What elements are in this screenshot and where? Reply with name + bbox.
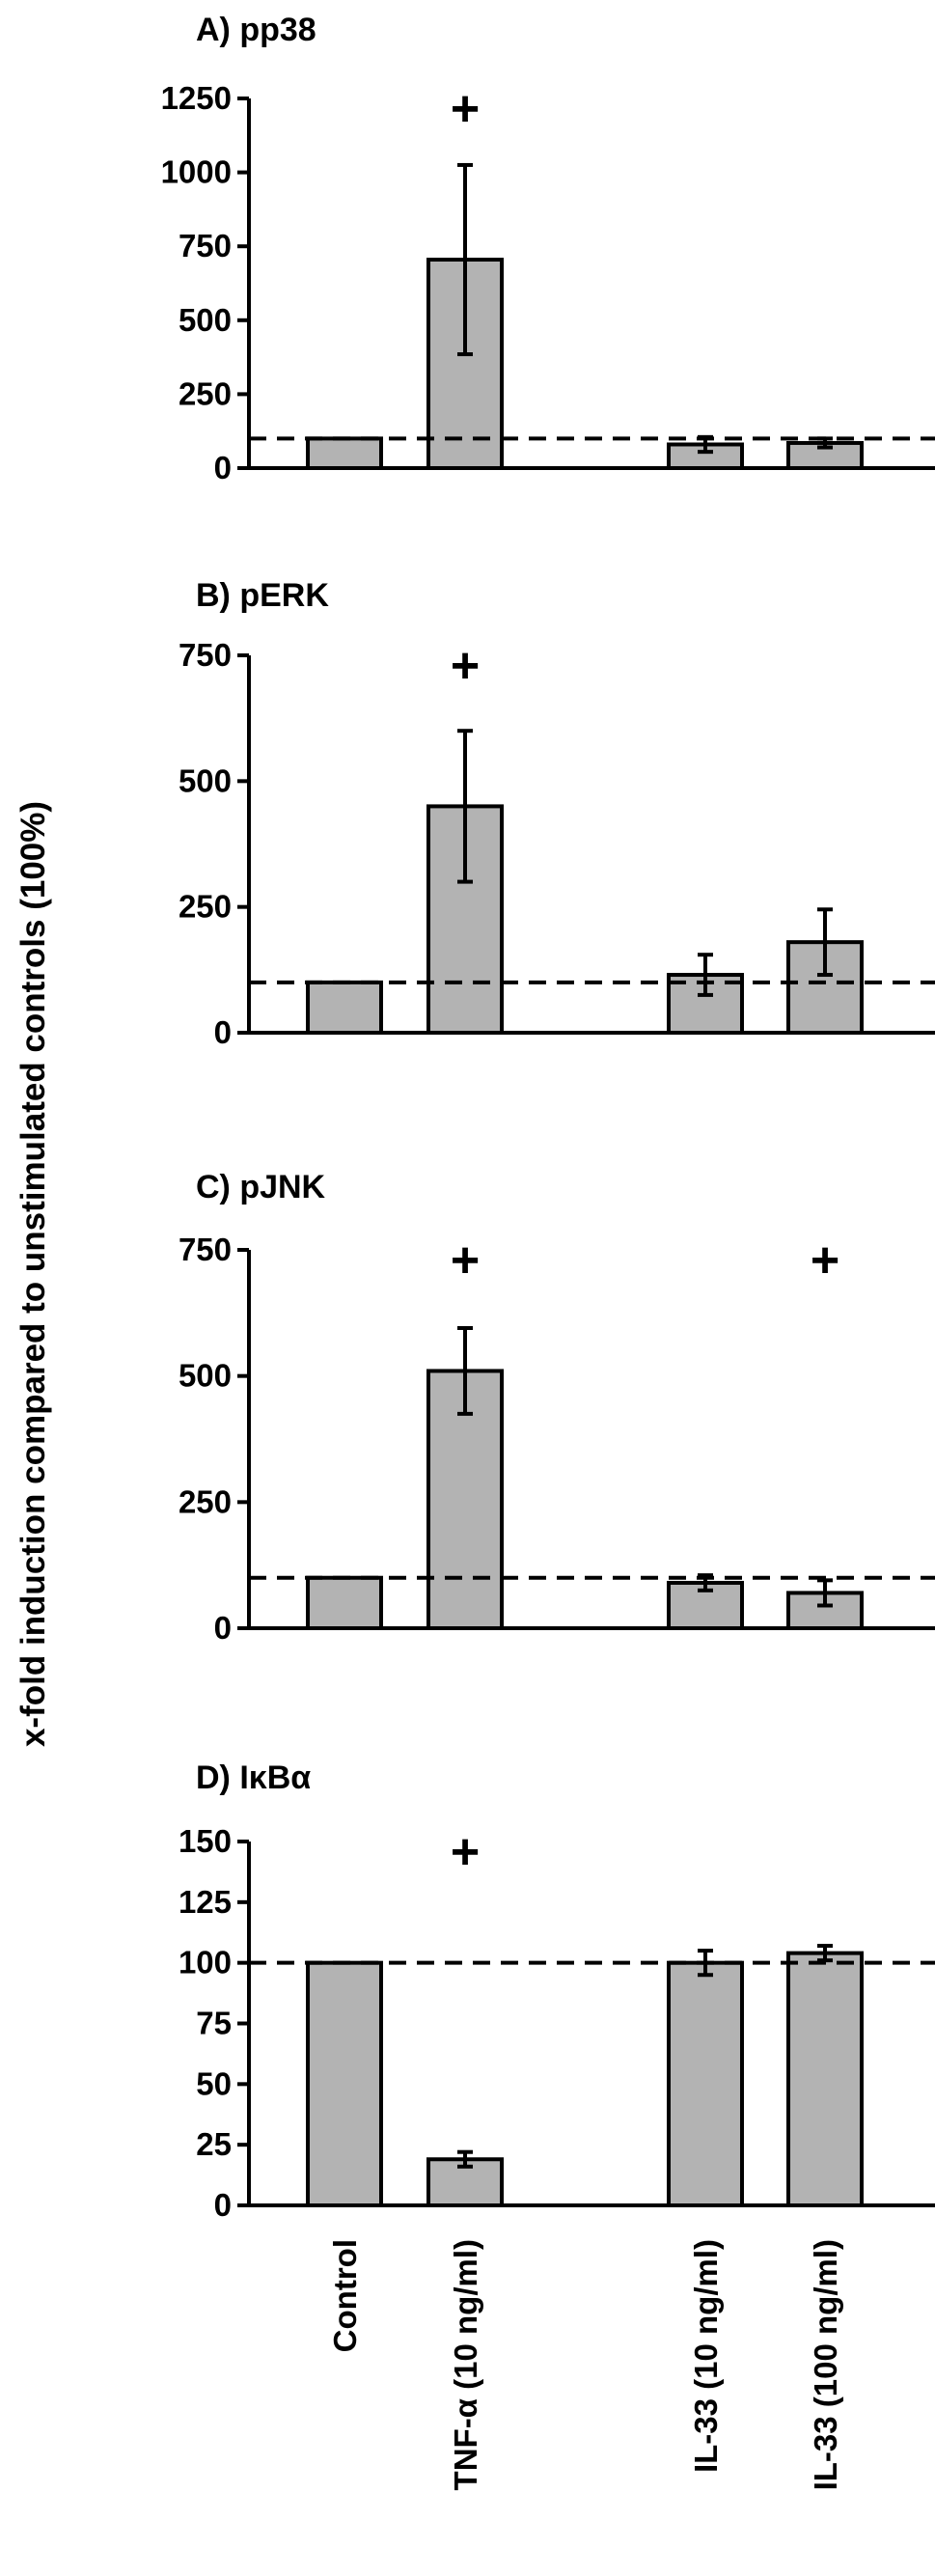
error-bar <box>457 729 473 884</box>
error-bar <box>817 907 833 978</box>
significance-marker: + <box>451 81 480 137</box>
panel-title: C) pJNK <box>196 1169 326 1205</box>
y-tick-label: 1250 <box>161 80 232 116</box>
y-tick-label: 750 <box>179 637 232 673</box>
error-bar <box>457 2149 473 2169</box>
error-bar <box>457 162 473 357</box>
y-tick-label: 500 <box>179 1358 232 1394</box>
error-bar <box>698 434 713 455</box>
significance-marker: + <box>451 1233 480 1288</box>
category-label: Control <box>327 2239 363 2352</box>
error-bar <box>457 1326 473 1416</box>
y-tick-label: 75 <box>196 2006 232 2041</box>
bar <box>667 1960 744 2207</box>
y-tick-label: 100 <box>179 1945 232 1980</box>
y-tick-label: 0 <box>214 2187 232 2223</box>
y-tick-label: 500 <box>179 302 232 338</box>
y-tick-label: 1000 <box>161 154 232 190</box>
y-tick-label: 25 <box>196 2126 232 2162</box>
bar <box>306 1960 383 2207</box>
panel-title: A) pp38 <box>196 12 316 48</box>
y-tick-label: 250 <box>179 1483 232 1519</box>
y-tick-label: 150 <box>179 1823 232 1859</box>
error-bar <box>698 1573 713 1593</box>
y-tick-label: 250 <box>179 889 232 925</box>
y-tick-label: 750 <box>179 228 232 263</box>
y-axis-label: x-fold induction compared to unstimulate… <box>14 801 52 1747</box>
y-tick-label: 0 <box>214 450 232 485</box>
y-tick-label: 500 <box>179 762 232 798</box>
bar <box>786 1591 864 1630</box>
panel-3: C) pJNK 0 250 500 750 + + <box>179 1169 935 1646</box>
error-bar <box>698 953 713 997</box>
category-label: IL-33 (100 ng/ml) <box>808 2239 843 2490</box>
bar <box>306 436 383 470</box>
significance-marker: + <box>451 638 480 694</box>
significance-marker: + <box>451 1824 480 1880</box>
y-tick-label: 0 <box>214 1014 232 1050</box>
significance-marker: + <box>811 1233 839 1288</box>
panel-1: A) pp38 0 250 500 750 1000 1250 + <box>161 12 935 485</box>
category-label: TNF-α (10 ng/ml) <box>448 2239 483 2490</box>
y-tick-label: 750 <box>179 1232 232 1267</box>
y-tick-label: 50 <box>196 2065 232 2101</box>
error-bar <box>698 1949 713 1978</box>
panel-4: D) IκBα 0 25 50 75 100 125 150 + <box>179 1759 935 2223</box>
bar <box>306 980 383 1035</box>
panel-title: D) IκBα <box>196 1759 311 1796</box>
error-bar <box>817 436 833 450</box>
error-bar <box>817 1578 833 1608</box>
error-bar <box>817 1944 833 1963</box>
panel-2: B) pERK 0 250 500 750 + <box>179 577 935 1050</box>
y-tick-label: 125 <box>179 1884 232 1920</box>
panel-title: B) pERK <box>196 577 329 614</box>
y-tick-label: 250 <box>179 375 232 411</box>
category-label: IL-33 (10 ng/ml) <box>688 2239 724 2473</box>
bar <box>306 1575 383 1630</box>
y-tick-label: 0 <box>214 1610 232 1646</box>
bar <box>786 1951 864 2207</box>
